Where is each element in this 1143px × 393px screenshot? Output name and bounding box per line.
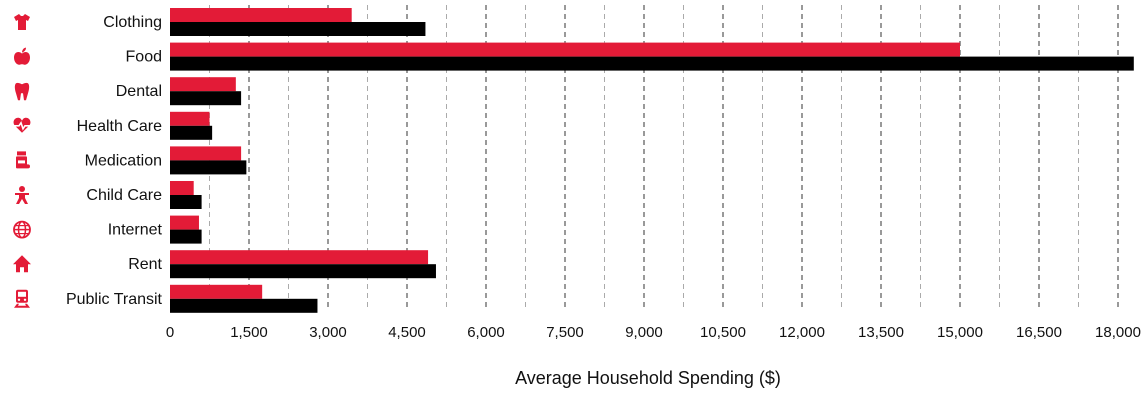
bar [170, 56, 1134, 71]
bar [170, 91, 242, 106]
bar [170, 195, 202, 209]
bar [170, 215, 199, 230]
train-icon [14, 289, 30, 308]
x-tick-label: 7,500 [546, 324, 584, 341]
tooth-icon [14, 82, 30, 101]
bar [170, 42, 960, 57]
bar [170, 298, 318, 313]
category-labels: Clothing Food Dental Health Care Medication C… [66, 14, 163, 308]
x-tick-label: 6,000 [467, 324, 505, 341]
x-tick-label: 10,500 [700, 324, 746, 341]
x-tick-label: 1,500 [230, 324, 268, 341]
category-label: Public Transit [66, 291, 163, 308]
bar [170, 77, 236, 92]
shirt-icon [14, 14, 30, 30]
category-label: Internet [108, 222, 163, 239]
house-icon [13, 255, 31, 273]
pill-bottle-icon [16, 151, 30, 169]
bar [170, 8, 352, 22]
x-tick-label: 16,500 [1016, 324, 1062, 341]
x-axis-title: Average Household Spending ($) [515, 368, 781, 388]
bar [170, 160, 247, 175]
bar [170, 284, 263, 299]
category-icons [13, 14, 31, 308]
category-label: Child Care [86, 187, 162, 204]
category-label: Dental [116, 83, 162, 100]
x-tick-label: 15,000 [937, 324, 983, 341]
bar [170, 125, 213, 140]
grid-lines [209, 5, 1119, 311]
category-label: Clothing [103, 14, 162, 31]
bar [170, 181, 194, 195]
bar [170, 111, 210, 126]
x-tick-label: 13,500 [858, 324, 904, 341]
x-tick-label: 18,000 [1095, 324, 1141, 341]
category-label: Rent [128, 256, 162, 273]
x-tick-label: 4,500 [388, 324, 426, 341]
globe-icon [13, 220, 31, 239]
x-tick-label: 12,000 [779, 324, 825, 341]
bar [170, 229, 202, 244]
bars [170, 8, 1134, 313]
category-label: Food [126, 49, 162, 66]
x-tick-label: 3,000 [309, 324, 347, 341]
bar [170, 146, 242, 161]
category-label: Health Care [77, 118, 162, 135]
x-tick-label: 0 [166, 324, 174, 341]
heartbeat-icon [13, 117, 31, 133]
apple-icon [14, 47, 30, 65]
bar [170, 264, 436, 279]
child-icon [15, 186, 29, 204]
x-axis-ticks: 0 1,500 3,000 4,500 6,000 7,500 9,000 10,500 12,… [166, 324, 1141, 341]
bar [170, 250, 429, 265]
category-label: Medication [85, 152, 162, 169]
bar [170, 22, 426, 36]
x-tick-label: 9,000 [625, 324, 663, 341]
